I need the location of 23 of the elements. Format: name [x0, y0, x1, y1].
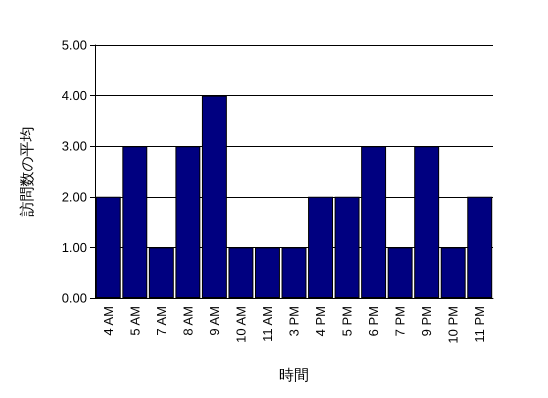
- x-tick-label: 9 PM: [419, 306, 434, 336]
- x-tick-label: 7 AM: [154, 306, 169, 336]
- y-axis-title: 訪問数の平均: [19, 126, 36, 216]
- x-tick-label: 4 AM: [100, 306, 116, 336]
- x-tick-label: 3 PM: [286, 306, 302, 336]
- x-axis-title: 時間: [279, 367, 309, 384]
- x-tick-label: 4 PM: [313, 306, 328, 336]
- y-tick-label: 5.00: [62, 38, 87, 52]
- y-tick-label: 2.00: [62, 189, 87, 204]
- x-tick-label: 10 AM: [233, 306, 248, 343]
- y-tick-label: 3.00: [62, 138, 87, 154]
- x-tick-label: 10 PM: [446, 306, 461, 344]
- x-tick-label: 7 PM: [392, 306, 408, 336]
- x-tick-label: 9 AM: [206, 306, 222, 336]
- y-tick-label: 4.00: [62, 88, 87, 104]
- x-tick-label: 5 PM: [340, 306, 355, 336]
- x-tick-label: 6 PM: [366, 306, 382, 336]
- y-tick-label: 1.00: [62, 240, 87, 255]
- x-tick-label: 11 AM: [260, 306, 275, 342]
- y-tick-label: 0.00: [62, 290, 87, 306]
- x-tick-label: 5 AM: [127, 306, 142, 336]
- x-tick-label: 11 PM: [472, 306, 488, 343]
- x-tick-label: 8 AM: [180, 306, 196, 336]
